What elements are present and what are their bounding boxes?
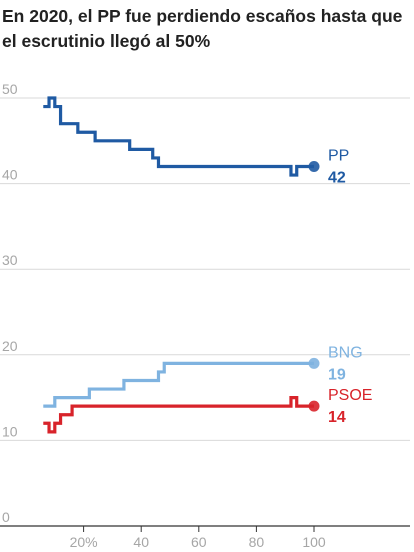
grid [0, 97, 410, 527]
y-tick-label-30: 30 [2, 252, 18, 268]
series-name-psoe: PSOE [328, 387, 372, 404]
x-tick-label-100: 100 [302, 534, 326, 550]
series-line-psoe [43, 396, 314, 434]
end-point-psoe [308, 400, 320, 412]
y-tick-label-40: 40 [2, 167, 18, 183]
end-point-bng [308, 357, 320, 369]
series-line-pp [43, 96, 314, 177]
x-tick-label-40: 40 [133, 534, 149, 550]
series-name-bng: BNG [328, 344, 363, 361]
y-tick-label-0: 0 [2, 509, 10, 525]
x-axis-ticks: 20% 40 60 80 100 [70, 526, 326, 550]
x-tick-label-20: 20% [70, 534, 98, 550]
y-tick-label-10: 10 [2, 423, 18, 439]
y-axis-ticks: 0 10 20 30 40 50 [2, 81, 18, 525]
series-value-psoe: 14 [328, 409, 346, 426]
series-labels: PP 42 BNG 19 PSOE 14 [328, 147, 372, 426]
series-line-bng [43, 361, 314, 408]
y-tick-label-20: 20 [2, 338, 18, 354]
x-tick-label-80: 80 [249, 534, 265, 550]
end-point-pp [308, 160, 320, 172]
series-lines [43, 96, 320, 434]
series-value-pp: 42 [328, 169, 346, 186]
y-tick-label-50: 50 [2, 81, 18, 97]
series-value-bng: 19 [328, 366, 346, 383]
chart-title: En 2020, el PP fue perdiendo escaños has… [2, 6, 403, 51]
x-tick-label-60: 60 [191, 534, 207, 550]
series-name-pp: PP [328, 147, 349, 164]
